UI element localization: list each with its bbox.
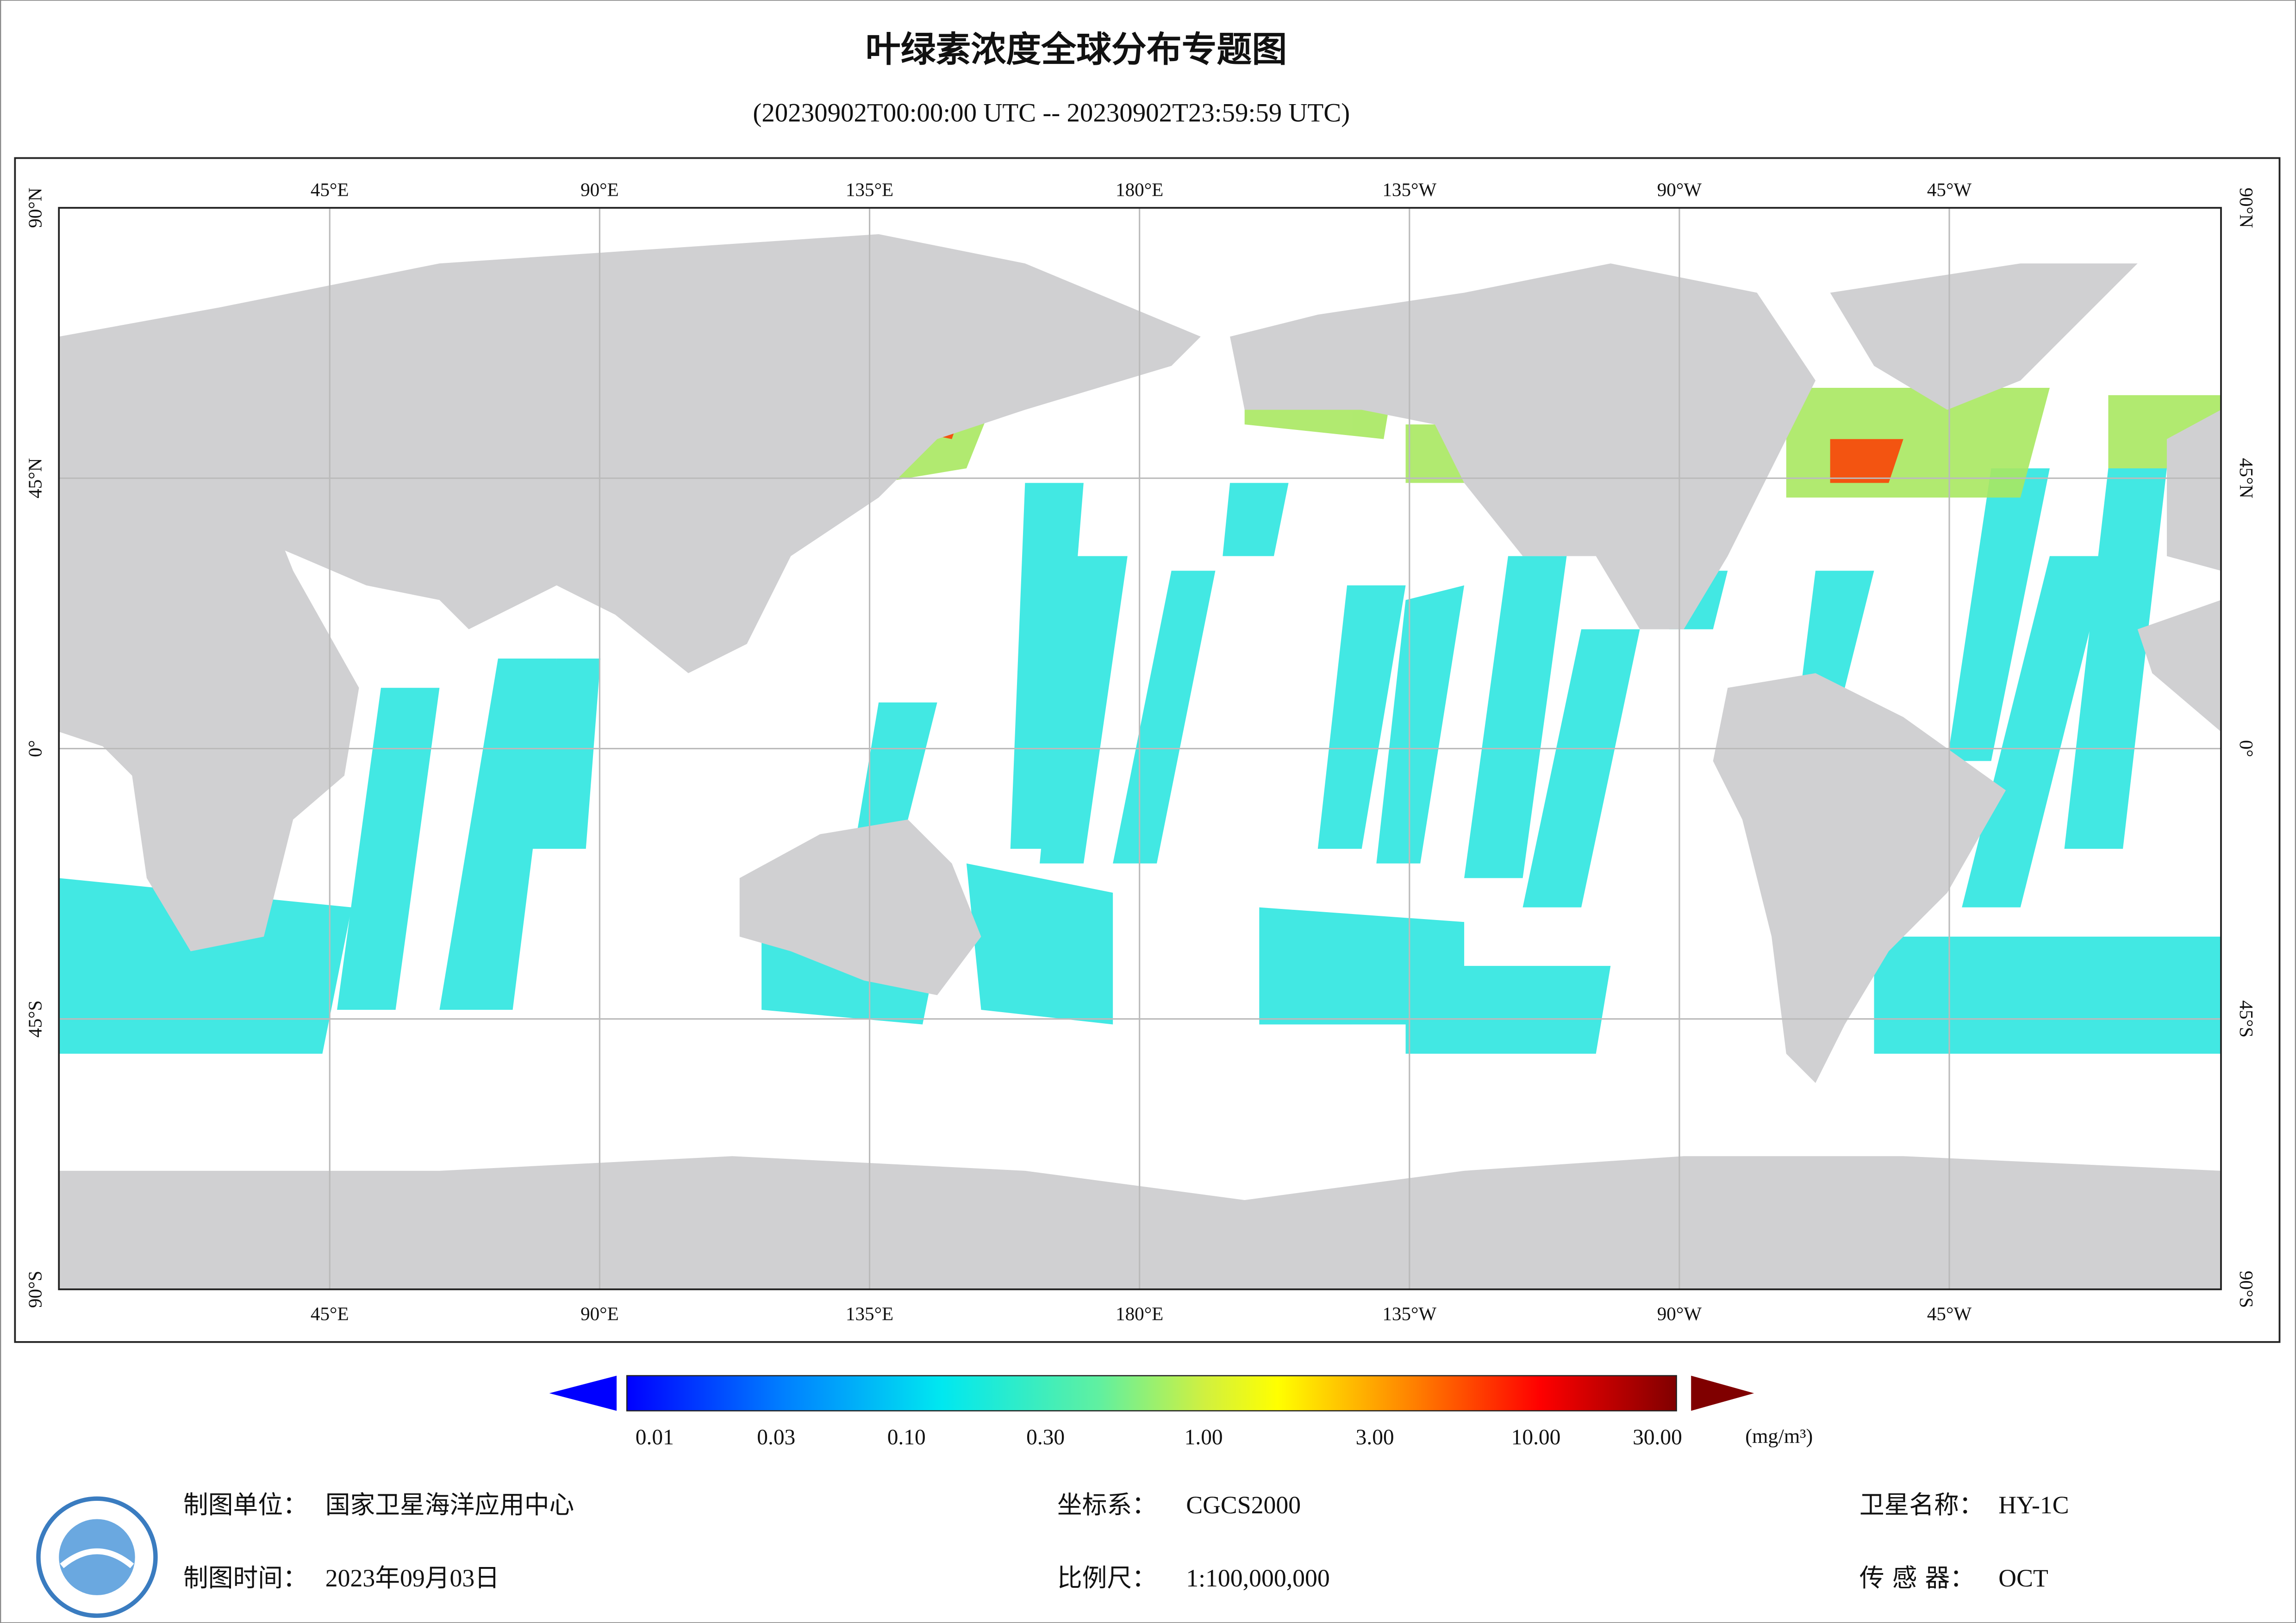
lat-label-right: 45°S — [2236, 1001, 2257, 1038]
lat-label-right: 90°N — [2236, 187, 2257, 228]
lon-label-bottom: 135°E — [846, 1303, 893, 1324]
colorbar-min-arrow — [549, 1375, 617, 1411]
footer-value: CGCS2000 — [1186, 1491, 1301, 1519]
map-border — [58, 207, 2222, 1290]
colorbar — [626, 1375, 1677, 1412]
colorbar-label: 0.30 — [1026, 1425, 1065, 1449]
footer-label: 制图单位： — [183, 1490, 308, 1519]
lon-label-bottom: 180°E — [1116, 1303, 1163, 1324]
lon-label-top: 45°W — [1927, 179, 1972, 200]
colorbar-label: 30.00 — [1633, 1425, 1682, 1449]
footer-label: 比例尺： — [1057, 1563, 1157, 1592]
lon-label-bottom: 90°E — [580, 1303, 619, 1324]
footer-value: OCT — [1998, 1564, 2048, 1592]
colorbar-label: 0.03 — [757, 1425, 795, 1449]
lat-label-right: 90°S — [2236, 1271, 2257, 1308]
lat-label-left: 45°S — [24, 1001, 45, 1038]
footer-label: 卫星名称： — [1859, 1490, 1984, 1519]
lon-label-bottom: 45°W — [1927, 1303, 1972, 1324]
lat-label-left: 0° — [24, 740, 45, 757]
lon-label-bottom: 135°W — [1382, 1303, 1436, 1324]
lon-label-top: 45°E — [311, 179, 349, 200]
lat-label-right: 0° — [2236, 740, 2257, 757]
footer-label: 传 感 器： — [1859, 1563, 1975, 1592]
subtitle: (20230902T00:00:00 UTC -- 20230902T23:59… — [753, 98, 1350, 127]
colorbar-label: 10.00 — [1511, 1425, 1561, 1449]
lat-label-left: 90°N — [24, 187, 45, 228]
lat-label-right: 45°N — [2236, 458, 2257, 498]
map-frame — [14, 157, 2281, 1343]
footer-label: 制图时间： — [183, 1563, 308, 1592]
colorbar-label: 3.00 — [1356, 1425, 1394, 1449]
lon-label-top: 90°E — [580, 179, 619, 200]
lon-label-top: 135°W — [1382, 179, 1436, 200]
colorbar-label: 0.01 — [636, 1425, 674, 1449]
footer-value: 国家卫星海洋应用中心 — [325, 1490, 574, 1519]
lon-label-top: 90°W — [1657, 179, 1702, 200]
lat-label-left: 90°S — [24, 1271, 45, 1308]
footer-value: HY-1C — [1998, 1491, 2069, 1519]
logo — [36, 1496, 158, 1618]
lon-label-top: 180°E — [1116, 179, 1163, 200]
lon-label-bottom: 90°W — [1657, 1303, 1702, 1324]
lat-label-left: 45°N — [24, 458, 45, 498]
lon-label-top: 135°E — [846, 179, 893, 200]
lon-label-bottom: 45°E — [311, 1303, 349, 1324]
colorbar-label: 1.00 — [1185, 1425, 1223, 1449]
footer-label: 坐标系： — [1057, 1490, 1157, 1519]
footer-value: 1:100,000,000 — [1186, 1564, 1330, 1592]
colorbar-unit: (mg/m³) — [1745, 1425, 1813, 1448]
title: 叶绿素浓度全球分布专题图 — [866, 29, 1287, 70]
colorbar-max-arrow — [1691, 1375, 1754, 1411]
footer-value: 2023年09月03日 — [325, 1564, 499, 1592]
colorbar-label: 0.10 — [887, 1425, 926, 1449]
